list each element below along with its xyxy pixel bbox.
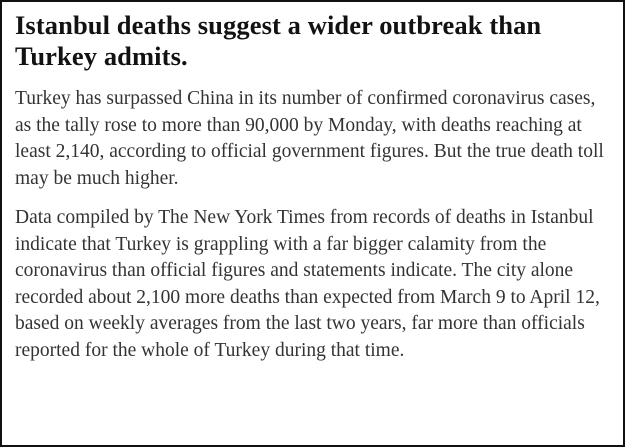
article-paragraph-1: Turkey has surpassed China in its number…: [15, 88, 604, 189]
article-headline: Istanbul deaths suggest a wider outbreak…: [15, 10, 542, 71]
article-paragraph-2: Data compiled by The New York Times from…: [15, 207, 600, 361]
